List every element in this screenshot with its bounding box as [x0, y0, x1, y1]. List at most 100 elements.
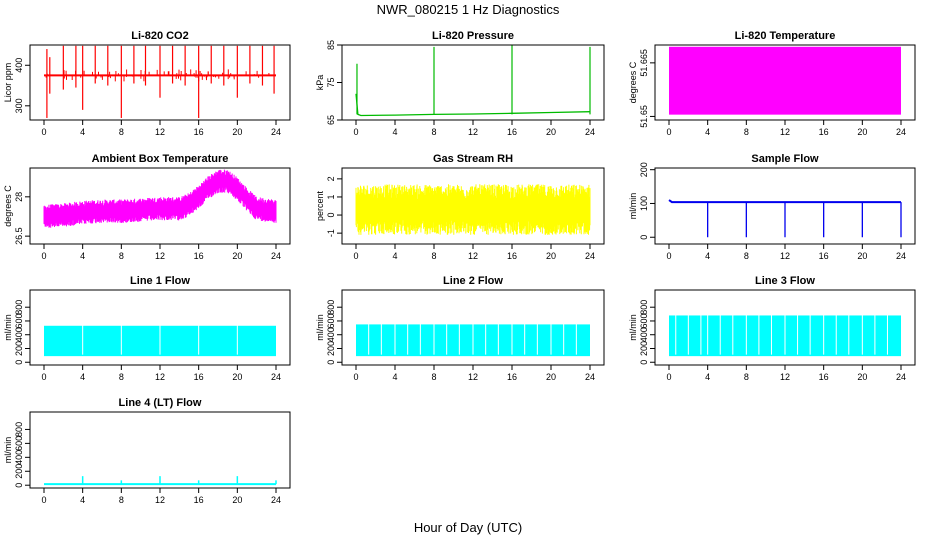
x-tick-label: 20 — [857, 127, 867, 137]
x-tick-label: 20 — [546, 372, 556, 382]
x-tick-label: 8 — [119, 127, 124, 137]
series-band — [669, 46, 901, 115]
y-tick-label: 65 — [326, 115, 336, 125]
y-axis-label: ml/min — [315, 314, 325, 341]
series-noise — [355, 184, 591, 235]
series-line — [355, 93, 591, 117]
x-tick-label: 12 — [155, 251, 165, 261]
x-tick-label: 24 — [271, 127, 281, 137]
x-tick-label: 0 — [666, 127, 671, 137]
y-tick-label: 600 — [14, 313, 24, 328]
series-9 — [669, 314, 901, 357]
x-tick-label: 8 — [744, 372, 749, 382]
y-tick-label: 800 — [326, 300, 336, 315]
y-tick-label: 600 — [639, 313, 649, 328]
panel-6: Sample Flow ml/min 0 4 8 12 16 20 24 0 100 200 — [628, 153, 916, 261]
y-axis-label: ml/min — [3, 437, 13, 464]
series-3 — [669, 46, 901, 115]
panel-2: Li-820 Pressure kPa 0 4 8 12 16 20 24 65 75 85 — [315, 30, 605, 137]
figure-x-axis-label: Hour of Day (UTC) — [414, 520, 522, 535]
x-tick-label: 16 — [507, 372, 517, 382]
panel-title: Line 2 Flow — [443, 275, 503, 287]
x-tick-label: 0 — [41, 372, 46, 382]
y-axis-label: kPa — [315, 75, 325, 91]
panel-10: Line 4 (LT) Flow ml/min 0 4 8 12 16 20 24 0 200400… — [3, 397, 291, 505]
x-tick-label: 4 — [80, 251, 85, 261]
x-tick-label: 16 — [819, 372, 829, 382]
panel-title: Sample Flow — [751, 153, 819, 165]
y-tick-label: 75 — [326, 77, 336, 87]
series-4 — [43, 169, 277, 228]
panel-title: Line 4 (LT) Flow — [119, 397, 202, 409]
x-tick-label: 12 — [155, 127, 165, 137]
y-tick-label: 400 — [14, 327, 24, 342]
x-tick-label: 4 — [80, 495, 85, 505]
y-tick-label: 200 — [14, 341, 24, 356]
x-tick-label: 8 — [119, 495, 124, 505]
y-tick-label: 400 — [326, 327, 336, 342]
x-tick-label: 4 — [705, 251, 710, 261]
y-tick-label: 200 — [326, 341, 336, 356]
y-tick-label: 600 — [326, 313, 336, 328]
x-tick-label: 20 — [546, 251, 556, 261]
x-tick-label: 12 — [468, 127, 478, 137]
x-tick-label: 0 — [41, 495, 46, 505]
panel-3: Li-820 Temperature degrees C 0 4 8 12 16 20 24 51… — [628, 30, 916, 137]
x-tick-label: 24 — [896, 372, 906, 382]
x-tick-label: 12 — [468, 251, 478, 261]
x-tick-label: 24 — [271, 372, 281, 382]
y-axis-label: ml/min — [3, 314, 13, 341]
y-tick-label: 400 — [14, 450, 24, 465]
y-tick-label: 800 — [14, 422, 24, 437]
figure-title: NWR_080215 1 Hz Diagnostics — [377, 2, 560, 17]
x-tick-label: 0 — [353, 127, 358, 137]
x-tick-label: 20 — [857, 372, 867, 382]
series-7 — [44, 324, 276, 357]
x-tick-label: 12 — [155, 372, 165, 382]
x-tick-label: 0 — [666, 251, 671, 261]
panel-9: Line 3 Flow ml/min 0 4 8 12 16 20 24 0 20040060080… — [628, 275, 916, 382]
x-tick-label: 16 — [819, 251, 829, 261]
x-tick-label: 20 — [232, 372, 242, 382]
x-tick-label: 4 — [80, 372, 85, 382]
x-tick-label: 12 — [780, 372, 790, 382]
y-tick-label: 0 — [326, 213, 336, 218]
y-axis-label: percent — [315, 190, 325, 221]
series-2 — [355, 45, 591, 117]
x-tick-label: 20 — [546, 127, 556, 137]
y-tick-label: 51.665 — [639, 49, 649, 77]
x-tick-label: 8 — [119, 372, 124, 382]
x-tick-label: 16 — [507, 251, 517, 261]
y-tick-label: 100 — [639, 196, 649, 211]
y-tick-label: 800 — [14, 300, 24, 315]
y-tick-label: 300 — [14, 98, 24, 113]
x-tick-label: 12 — [780, 127, 790, 137]
x-tick-label: 20 — [857, 251, 867, 261]
panel-title: Line 3 Flow — [755, 275, 815, 287]
x-tick-label: 0 — [41, 127, 46, 137]
y-tick-label: 26.5 — [14, 227, 24, 245]
panel-1: Li-820 CO2 Licor ppm 0 4 8 12 16 20 24 300 400 — [3, 30, 291, 137]
y-tick-label: 0 — [639, 360, 649, 365]
series-1 — [44, 45, 276, 118]
y-tick-label: 400 — [639, 327, 649, 342]
y-tick-label: 200 — [14, 464, 24, 479]
x-tick-label: 0 — [353, 251, 358, 261]
y-axis-label: degrees C — [3, 185, 13, 227]
y-tick-label: 0 — [14, 360, 24, 365]
x-tick-label: 24 — [896, 251, 906, 261]
y-tick-label: 800 — [639, 300, 649, 315]
panel-title: Li-820 Temperature — [735, 30, 836, 42]
y-tick-label: 400 — [14, 58, 24, 73]
x-tick-label: 24 — [585, 251, 595, 261]
y-axis-label: Licor ppm — [3, 63, 13, 103]
plot-frame — [341, 44, 605, 121]
y-tick-label: 0 — [14, 483, 24, 488]
x-tick-label: 8 — [431, 372, 436, 382]
y-tick-label: 0 — [639, 235, 649, 240]
series-line — [668, 199, 901, 204]
x-tick-label: 4 — [80, 127, 85, 137]
x-tick-label: 16 — [194, 127, 204, 137]
